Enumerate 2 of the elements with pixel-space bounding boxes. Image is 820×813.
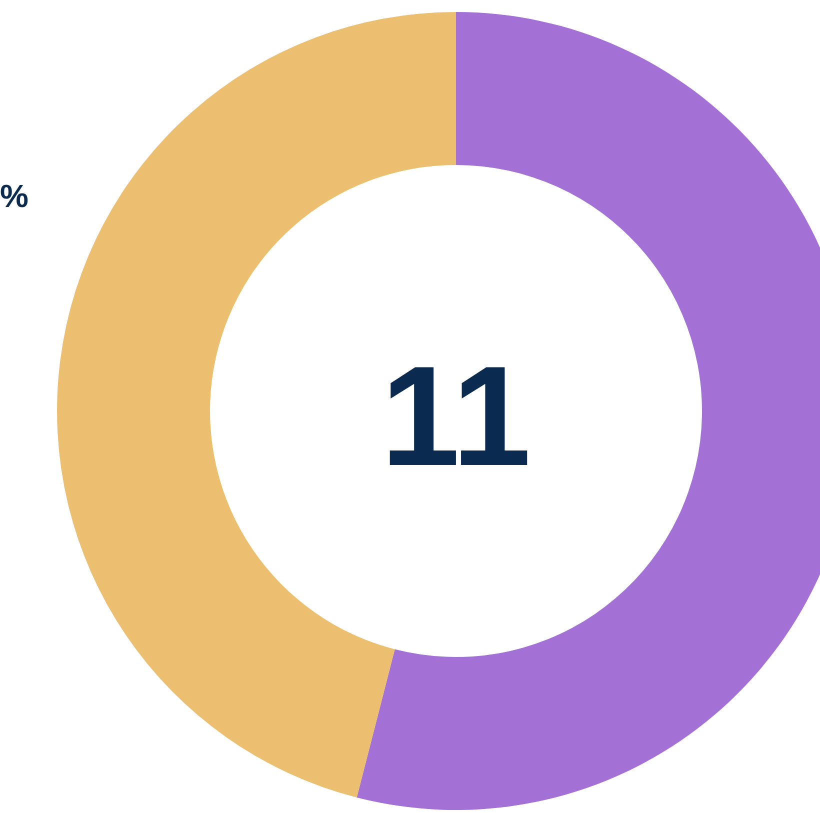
text: 11 [380, 337, 532, 496]
text: % [0, 178, 28, 214]
